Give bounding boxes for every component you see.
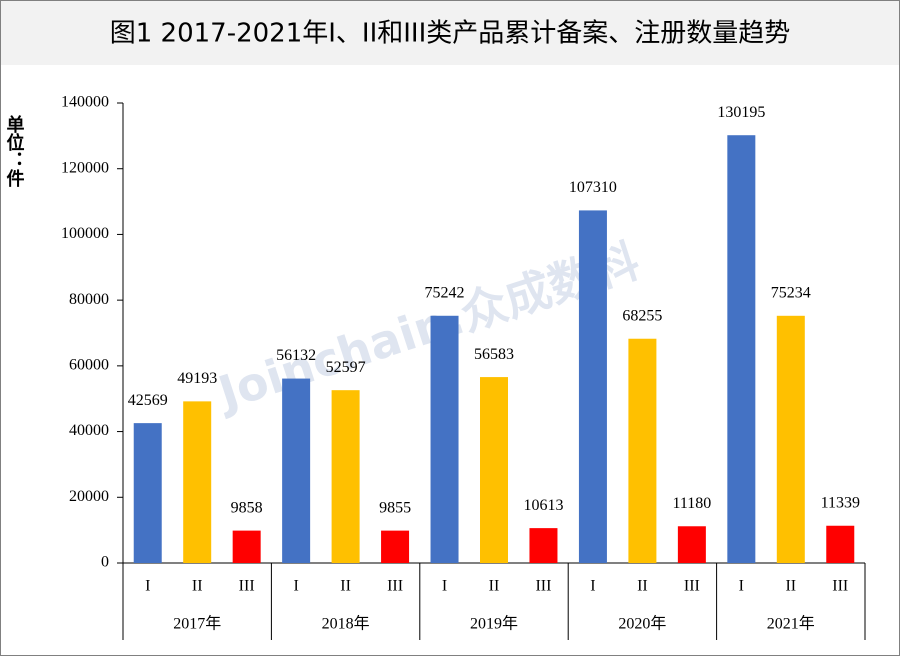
y-axis-label: 单位：件 xyxy=(4,114,25,188)
x-group-label: 2021年 xyxy=(767,615,815,633)
bar xyxy=(628,338,657,563)
x-tick-label: I xyxy=(739,578,744,595)
bar xyxy=(282,378,311,563)
x-group-label: 2019年 xyxy=(470,615,518,633)
x-tick-label: II xyxy=(489,578,500,595)
x-tick-label: III xyxy=(684,578,700,595)
bar xyxy=(133,423,162,563)
bar xyxy=(381,530,410,563)
value-label: 75242 xyxy=(425,284,465,301)
value-label: 52597 xyxy=(326,359,366,376)
title-band xyxy=(1,1,899,65)
value-label: 49193 xyxy=(177,370,217,387)
y-tick-label: 40000 xyxy=(69,422,109,439)
y-tick-label: 100000 xyxy=(61,225,109,242)
x-tick-label: II xyxy=(785,578,796,595)
x-group-label: 2020年 xyxy=(618,615,666,633)
value-label: 68255 xyxy=(622,307,662,324)
x-tick-label: II xyxy=(637,578,648,595)
x-tick-label: II xyxy=(192,578,203,595)
bar xyxy=(776,315,805,563)
x-tick-label: I xyxy=(590,578,595,595)
bar xyxy=(826,525,855,563)
bar xyxy=(331,390,360,563)
y-tick-label: 80000 xyxy=(69,291,109,308)
x-group-label: 2017年 xyxy=(173,615,221,633)
bar xyxy=(727,135,756,563)
bar xyxy=(480,377,508,563)
chart-title: 图1 2017-2021年I、II和III类产品累计备案、注册数量趋势 xyxy=(110,19,791,49)
x-tick-label: III xyxy=(535,578,551,595)
x-tick-label: I xyxy=(145,578,150,595)
value-label: 56583 xyxy=(474,346,514,363)
x-tick-label: III xyxy=(832,578,848,595)
x-tick-label: III xyxy=(387,578,403,595)
bar xyxy=(430,315,459,563)
value-label: 10613 xyxy=(523,497,563,514)
value-label: 42569 xyxy=(128,392,168,409)
bar xyxy=(578,210,607,563)
y-tick-label: 20000 xyxy=(69,488,109,505)
value-label: 11180 xyxy=(672,495,711,512)
bar xyxy=(529,528,558,563)
y-tick-label: 120000 xyxy=(61,159,109,176)
x-tick-label: I xyxy=(293,578,298,595)
bar xyxy=(183,401,212,563)
y-tick-label: 60000 xyxy=(69,357,109,374)
value-label: 130195 xyxy=(717,104,765,121)
value-label: 9858 xyxy=(231,499,263,516)
x-tick-label: II xyxy=(340,578,351,595)
x-group-label: 2018年 xyxy=(322,615,370,633)
x-tick-label: I xyxy=(442,578,447,595)
value-label: 11339 xyxy=(821,494,860,511)
bar xyxy=(232,530,261,563)
value-label: 9855 xyxy=(379,499,411,516)
y-tick-label: 0 xyxy=(101,554,109,571)
y-tick-label: 140000 xyxy=(61,94,109,111)
value-label: 75234 xyxy=(771,284,811,301)
x-tick-label: III xyxy=(239,578,255,595)
value-label: 107310 xyxy=(569,179,617,196)
bar xyxy=(677,526,706,563)
value-label: 56132 xyxy=(276,347,316,364)
